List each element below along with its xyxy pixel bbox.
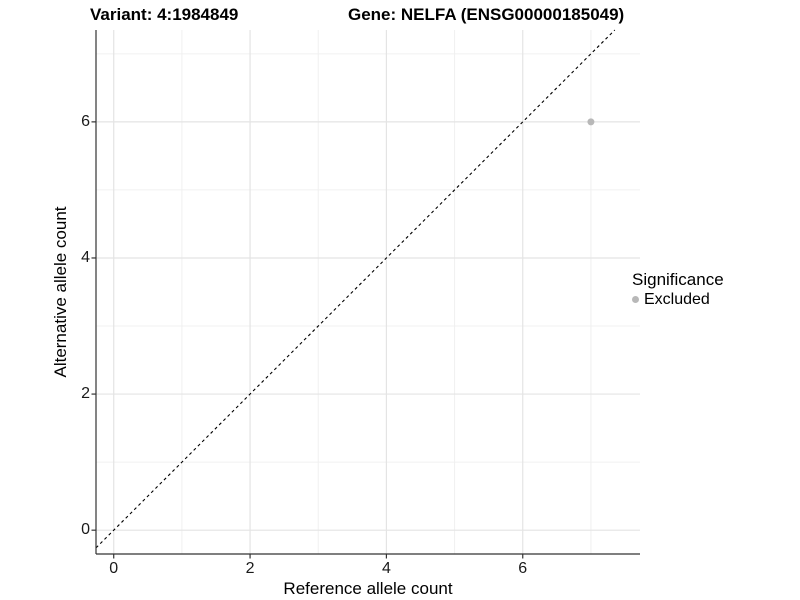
data-point-excluded [587, 118, 595, 126]
plot-title-gene: Gene: NELFA (ENSG00000185049) [348, 5, 625, 24]
legend-item-excluded: Excluded [632, 290, 724, 309]
x-axis-title: Reference allele count [283, 579, 453, 598]
x-tick-label-6: 6 [518, 560, 528, 577]
y-tick-label-6: 6 [81, 112, 90, 130]
plot-title-variant: Variant: 4:1984849 [90, 5, 239, 24]
y-axis-title: Alternative allele count [51, 206, 70, 378]
identity-reference-line [95, 29, 616, 549]
y-tick-label-2: 2 [81, 385, 90, 403]
excluded-point-icon [632, 296, 639, 303]
y-tick-label-0: 0 [81, 521, 90, 539]
legend-title: Significance [632, 270, 724, 289]
y-tick-label-4: 4 [81, 248, 90, 266]
legend-item-label: Excluded [644, 291, 710, 308]
legend: Significance Excluded [632, 269, 724, 309]
x-tick-label-0: 0 [109, 560, 119, 577]
x-tick-label-2: 2 [245, 560, 255, 577]
x-tick-label-4: 4 [381, 560, 391, 577]
